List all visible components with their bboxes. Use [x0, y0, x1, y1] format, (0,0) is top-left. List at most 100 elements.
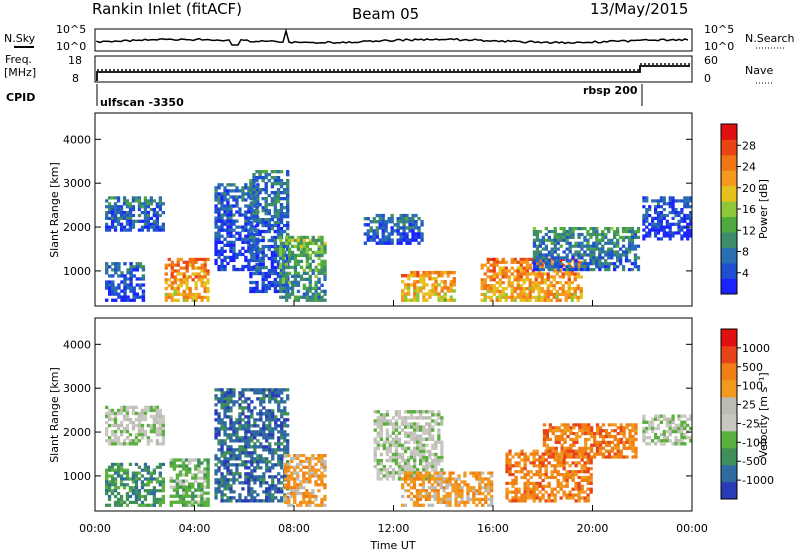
- echo-cell: [406, 483, 411, 487]
- echo-cell: [283, 424, 287, 428]
- echo-cell: [167, 278, 171, 282]
- echo-cell: [238, 421, 242, 425]
- echo-cell: [280, 391, 284, 395]
- echo-cell: [116, 436, 121, 440]
- echo-cell: [668, 423, 672, 428]
- echo-cell: [282, 241, 286, 246]
- echo-cell: [538, 461, 542, 465]
- echo-cell: [141, 283, 146, 287]
- echo-cell: [567, 281, 571, 285]
- echo-cell: [501, 257, 505, 261]
- echo-cell: [406, 455, 411, 460]
- echo-cell: [247, 472, 251, 476]
- echo-cell: [323, 494, 327, 499]
- echo-cell: [220, 484, 224, 488]
- echo-cell: [419, 410, 423, 414]
- echo-cell: [235, 400, 239, 404]
- echo-cell: [271, 496, 275, 500]
- echo-cell: [642, 228, 646, 232]
- echo-cell: [659, 420, 663, 424]
- echo-cell: [125, 213, 130, 218]
- echo-cell: [574, 250, 578, 254]
- echo-cell: [601, 232, 605, 237]
- echo-cell: [273, 200, 278, 204]
- echo-cell: [547, 253, 551, 257]
- echo-cell: [287, 295, 292, 299]
- echo-cell: [523, 452, 527, 456]
- echo-cell: [520, 499, 524, 503]
- echo-cell: [314, 474, 318, 478]
- echo-cell: [264, 209, 268, 213]
- echo-cell: [547, 484, 551, 488]
- echo-cell: [140, 408, 145, 413]
- echo-cell: [169, 503, 173, 507]
- echo-cell: [223, 222, 227, 226]
- echo-cell: [247, 388, 251, 392]
- freq-panel-frame: [94, 55, 693, 83]
- echo-cell: [184, 494, 189, 498]
- echo-cell: [522, 287, 526, 291]
- echo-cell: [155, 211, 159, 215]
- echo-cell: [262, 391, 266, 395]
- echo-cell: [191, 476, 195, 480]
- echo-cell: [393, 229, 397, 233]
- echo-cell: [247, 406, 251, 410]
- echo-cell: [167, 295, 171, 299]
- echo-cell: [250, 445, 254, 449]
- echo-cell: [140, 486, 145, 490]
- echo-cell: [420, 223, 424, 227]
- echo-cell: [247, 231, 251, 235]
- echo-cell: [382, 465, 386, 469]
- echo-cell: [665, 439, 669, 443]
- echo-cell: [273, 283, 278, 288]
- echo-cell: [607, 443, 611, 447]
- echo-cell: [586, 478, 590, 482]
- echo-cell: [448, 492, 452, 496]
- echo-cell: [113, 480, 118, 484]
- echo-cell: [271, 412, 275, 416]
- echo-cell: [287, 454, 291, 458]
- echo-cell: [416, 280, 420, 284]
- echo-cell: [293, 259, 298, 263]
- echo-cell: [308, 298, 312, 302]
- echo-cell: [284, 500, 288, 504]
- echo-cell: [550, 230, 554, 234]
- echo-cell: [249, 235, 253, 240]
- echo-cell: [396, 226, 400, 230]
- echo-cell: [589, 253, 593, 257]
- echo-cell: [279, 235, 283, 240]
- echo-cell: [554, 429, 558, 433]
- echo-cell: [200, 476, 204, 480]
- echo-cell: [110, 213, 115, 218]
- echo-cell: [393, 223, 397, 227]
- echo-cell: [241, 412, 245, 416]
- echo-cell: [286, 188, 290, 192]
- echo-cell: [232, 213, 236, 217]
- echo-cell: [206, 464, 210, 468]
- echo-cell: [296, 244, 301, 249]
- echo-cell: [399, 226, 403, 230]
- echo-cell: [522, 298, 526, 302]
- echo-cell: [534, 278, 538, 282]
- echo-cell: [403, 440, 408, 444]
- echo-cell: [544, 247, 548, 251]
- echo-cell: [235, 421, 239, 425]
- echo-cell: [553, 499, 557, 503]
- echo-cell: [175, 479, 180, 483]
- echo-cell: [105, 268, 109, 272]
- echo-cell: [105, 427, 109, 431]
- echo-cell: [296, 262, 301, 266]
- echo-cell: [185, 292, 189, 296]
- echo-cell: [274, 496, 278, 500]
- echo-cell: [490, 489, 494, 493]
- echo-cell: [534, 287, 538, 291]
- echo-cell: [443, 295, 447, 299]
- echo-cell: [428, 422, 432, 426]
- echo-cell: [622, 426, 626, 430]
- echo-cell: [305, 262, 309, 266]
- echo-cell: [566, 435, 570, 439]
- echo-cell: [125, 427, 130, 431]
- echo-cell: [223, 430, 227, 434]
- echo-cell: [214, 261, 218, 266]
- echo-cell: [229, 451, 233, 455]
